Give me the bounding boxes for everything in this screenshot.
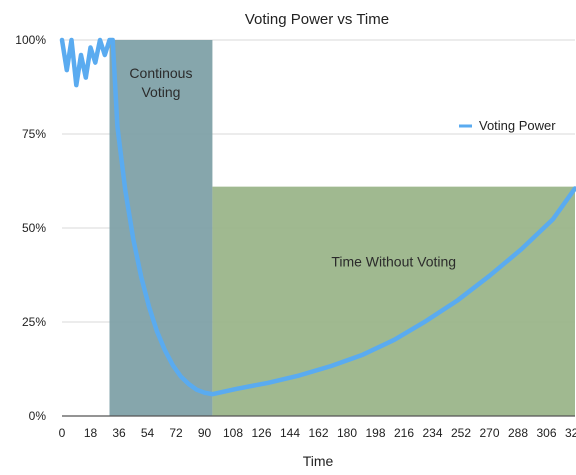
region-label: Continous Voting — [129, 65, 192, 100]
y-tick-label: 25% — [22, 315, 46, 329]
x-tick-label: 144 — [280, 426, 300, 440]
y-tick-label: 50% — [22, 221, 46, 235]
x-tick-label: 270 — [479, 426, 499, 440]
x-tick-label: 0 — [59, 426, 66, 440]
x-tick-label: 18 — [84, 426, 98, 440]
x-tick-label: 54 — [141, 426, 155, 440]
region-layer: Continous Voting Time Without Voting — [109, 40, 575, 416]
x-tick-label: 180 — [337, 426, 357, 440]
x-tick-label: 234 — [422, 426, 442, 440]
series-layer — [59, 37, 576, 397]
x-tick-label: 72 — [169, 426, 183, 440]
chart-title: Voting Power vs Time — [245, 11, 389, 28]
axis-layer: 0% 25% 50% 75% 100% 0 18 36 54 72 90 108 126 144 162 18… — [15, 33, 576, 440]
x-tick-label: 288 — [508, 426, 528, 440]
y-tick-label: 100% — [15, 33, 46, 47]
legend-label: Voting Power — [479, 118, 556, 133]
x-tick-label: 108 — [223, 426, 243, 440]
x-tick-label: 324 — [565, 426, 576, 440]
series-line-voting-power — [59, 37, 576, 397]
x-tick-label: 90 — [198, 426, 212, 440]
x-tick-label: 126 — [251, 426, 271, 440]
x-tick-label: 306 — [536, 426, 556, 440]
x-tick-label: 198 — [365, 426, 385, 440]
continuous-voting-region — [109, 40, 213, 416]
region-label: Time Without Voting — [331, 254, 456, 270]
x-tick-label: 36 — [112, 426, 126, 440]
x-axis-label: Time — [303, 453, 334, 469]
y-tick-label: 0% — [29, 409, 47, 423]
legend: Voting Power — [459, 118, 556, 133]
y-tick-label: 75% — [22, 127, 46, 141]
x-tick-label: 216 — [394, 426, 414, 440]
x-tick-label: 162 — [308, 426, 328, 440]
time-without-voting-region — [212, 186, 575, 416]
x-tick-label: 252 — [451, 426, 471, 440]
